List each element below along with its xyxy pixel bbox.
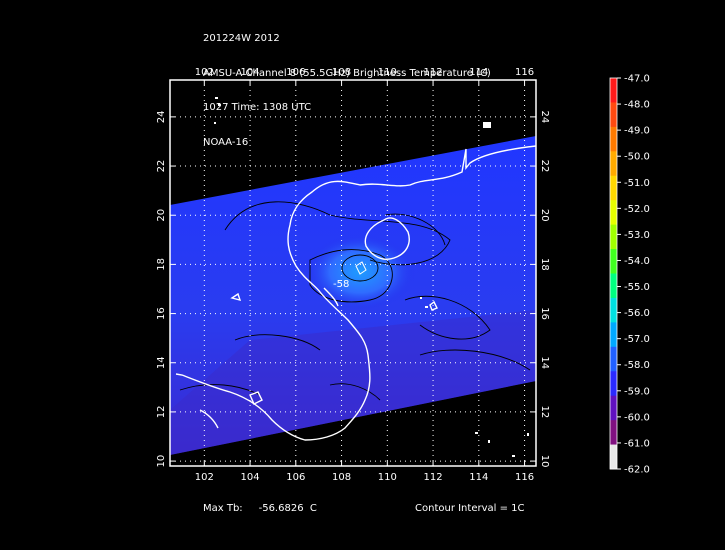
satellite-name: NOAA-16: [203, 136, 249, 148]
colorbar-segment: [610, 102, 617, 128]
colorbar-segment: [610, 224, 617, 250]
colorbar-label: -47.0: [624, 74, 650, 85]
coastline: [175, 145, 536, 441]
lon-tick-label-bottom: 106: [286, 472, 305, 483]
colorbar-label: -48.0: [624, 100, 650, 111]
colorbar-label: -52.0: [624, 204, 650, 215]
lat-tick-label-left: 10: [156, 455, 167, 468]
max-tb-unit: C: [309, 503, 317, 514]
lat-tick-label-right: 10: [539, 455, 550, 468]
lon-tick-label-bottom: 112: [424, 472, 443, 483]
colorbar-frame: [609, 77, 618, 470]
colorbar-label: -61.0: [624, 438, 650, 449]
colorbar-segment: [610, 200, 617, 226]
colorbar-segment: [610, 322, 617, 348]
max-tb-label: Max Tb:: [203, 503, 243, 514]
lon-tick-label-bottom: 114: [469, 472, 488, 483]
colorbar-segment: [610, 249, 617, 274]
lat-tick-label-left: 22: [156, 160, 167, 173]
colorbar-label: -55.0: [624, 282, 650, 293]
lat-tick-label-left: 20: [156, 209, 167, 222]
lat-tick-label-right: 12: [539, 406, 550, 419]
plot-header: 201224W 2012 AMSU-A Channel 8 (55.5GHz) …: [203, 10, 491, 160]
plot-frame: [169, 79, 537, 467]
lat-tick-label-left: 24: [156, 111, 167, 124]
colorbar-segment: [610, 346, 617, 372]
product-title: AMSU-A Channel 8 (55.5GHz) Brightness Te…: [203, 67, 491, 79]
contour-label: -58: [333, 279, 349, 290]
colorbar-label: -59.0: [624, 386, 650, 397]
lat-tick-label-right: 18: [539, 258, 550, 271]
observation-time: 1027 Time: 1308 UTC: [203, 102, 312, 113]
colorbar-label: -62.0: [624, 465, 650, 476]
lat-tick-label-left: 18: [156, 258, 167, 271]
colorbar-segment: [610, 151, 617, 177]
lat-tick-label-right: 22: [539, 160, 550, 173]
colorbar-segment: [610, 175, 617, 201]
lat-lon-grid: [170, 80, 536, 466]
colorbar-label: -58.0: [624, 360, 650, 371]
colorbar-label: -53.0: [624, 230, 650, 241]
lon-tick-label-top: 108: [332, 67, 351, 78]
lon-tick-label-top: 106: [286, 67, 305, 78]
temperature-colorbar: -47.0 -48.0 -49.0 -50.0 -51.0 -52.0 -53.0 -54.0…: [609, 74, 650, 476]
lon-tick-label-top: 116: [515, 67, 534, 78]
colorbar-label: -49.0: [624, 126, 650, 137]
lon-tick-label-bottom: 104: [241, 472, 260, 483]
lat-tick-label-left: 16: [156, 307, 167, 320]
colorbar-label: -57.0: [624, 334, 650, 345]
lon-tick-label-top: 112: [424, 67, 443, 78]
axis-ticks: 102 102 104 104 106 106 108 108 110 110 112 112 114 1…: [156, 67, 550, 483]
lon-tick-label-bottom: 110: [378, 472, 397, 483]
lat-tick-label-right: 24: [539, 111, 550, 124]
storm-id: 201224W 2012: [203, 33, 280, 44]
warm-core-anomaly: [305, 234, 415, 310]
colorbar-segment: [610, 420, 617, 446]
colorbar-segment: [610, 297, 617, 323]
lon-tick-label-bottom: 102: [195, 472, 214, 483]
lat-tick-label-right: 20: [539, 209, 550, 222]
colorbar-segment: [610, 273, 617, 299]
max-tb-readout: Max Tb: -56.6826 C: [203, 503, 317, 514]
colorbar-label: -54.0: [624, 256, 650, 267]
lon-tick-label-top: 110: [378, 67, 397, 78]
south-swath-tint: [170, 310, 536, 455]
colorbar-label: -56.0: [624, 308, 650, 319]
temperature-contours: [179, 201, 531, 401]
lat-tick-label-right: 14: [539, 356, 550, 369]
colorbar-label: -50.0: [624, 152, 650, 163]
colorbar-segment: [610, 78, 617, 103]
max-tb-value: -56.6826: [258, 503, 304, 514]
contour-interval: Contour Interval = 1C: [415, 503, 525, 514]
colorbar-segment: [610, 444, 617, 470]
lon-tick-label-bottom: 108: [332, 472, 351, 483]
lon-tick-label-top: 102: [195, 67, 214, 78]
colorbar-segment: [610, 371, 617, 397]
lat-tick-label-right: 16: [539, 307, 550, 320]
lon-tick-label-top: 104: [241, 67, 260, 78]
lon-tick-label-top: 114: [469, 67, 488, 78]
colorbar-label: -51.0: [624, 178, 650, 189]
lat-tick-label-left: 14: [156, 356, 167, 369]
coastline-specks: [214, 97, 529, 457]
colorbar-label: -60.0: [624, 412, 650, 423]
colorbar-segment: [610, 126, 617, 152]
lat-tick-label-left: 12: [156, 406, 167, 419]
colorbar-segment: [610, 395, 617, 421]
lon-tick-label-bottom: 116: [515, 472, 534, 483]
